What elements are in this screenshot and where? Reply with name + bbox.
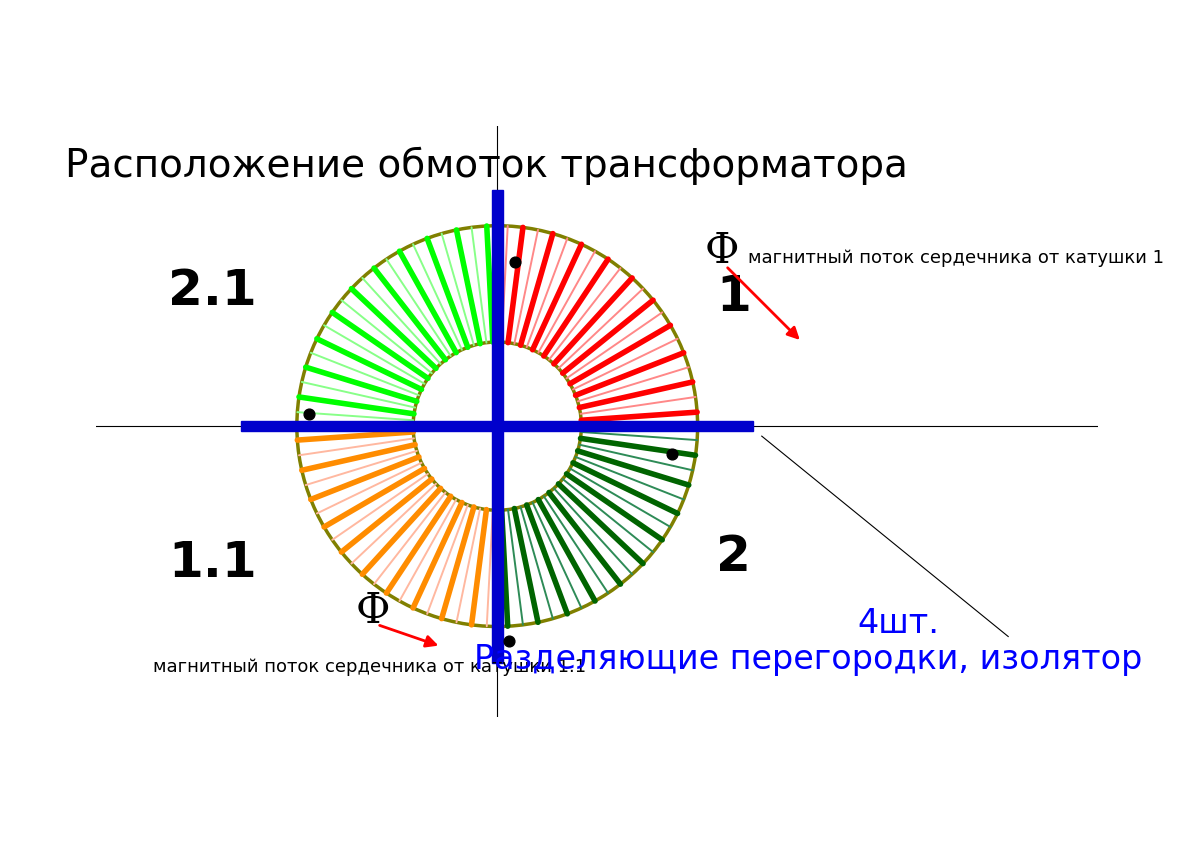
Bar [492,427,502,663]
Text: 4шт.: 4шт. [857,606,939,639]
Text: Расположение обмоток трансформатора: Расположение обмоток трансформатора [66,146,908,185]
Point [506,255,525,269]
Point [662,448,681,461]
Text: 1: 1 [716,272,750,320]
Text: 2: 2 [716,533,750,581]
Text: магнитный поток сердечника от катушки 1: магнитный поток сердечника от катушки 1 [748,249,1163,266]
Point [500,634,519,647]
Bar [492,191,502,427]
Point [299,408,319,422]
Text: 2.1: 2.1 [168,266,256,314]
Text: Ф: Ф [356,590,390,631]
Bar [241,422,492,432]
Text: Разделяющие перегородки, изолятор: Разделяющие перегородки, изолятор [474,642,1142,675]
Text: Ф: Ф [704,229,738,271]
Text: магнитный поток сердечника от катушки 1.1: магнитный поток сердечника от катушки 1.… [153,658,586,676]
Text: 1.1: 1.1 [168,539,256,587]
Bar [502,422,753,432]
